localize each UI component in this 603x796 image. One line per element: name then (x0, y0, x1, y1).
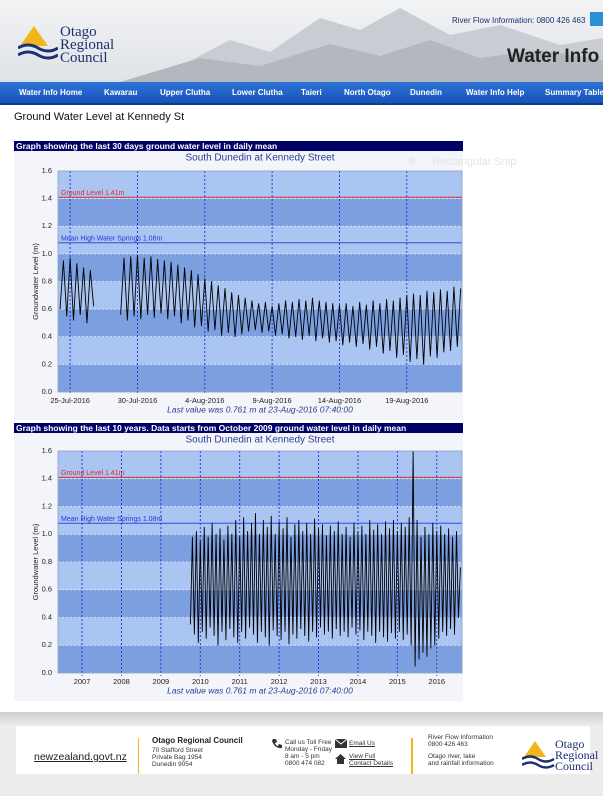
river-line: 0800 426 463 (428, 741, 468, 748)
nav-link[interactable]: Lower Clutha (232, 88, 283, 97)
home-icon (335, 754, 346, 764)
y-tick-label: 1.4 (42, 194, 52, 203)
y-tick-label: 1.0 (42, 249, 52, 258)
phone-line: 8 am - 5 pm (285, 753, 320, 760)
phone-line: Call us Toll Free (285, 739, 331, 746)
logo-text: Council (60, 52, 108, 65)
band (58, 645, 462, 673)
email-link[interactable]: Email Us (349, 740, 375, 747)
email-icon (335, 739, 347, 748)
footnote: Last value was 0.761 m at 23-Aug-2016 07… (167, 685, 353, 695)
address-line: Private Bag 1954 (152, 754, 202, 761)
page-title: Ground Water Level at Kennedy St (14, 111, 184, 123)
y-tick-label: 0.2 (42, 359, 52, 368)
reference-label: Ground Level 1.41m (61, 190, 125, 197)
y-tick-label: 1.2 (42, 221, 52, 230)
header: Otago Regional Council River Flow Inform… (0, 0, 603, 82)
nav-link[interactable]: Kawarau (104, 88, 137, 97)
overlay-text: Rectangular Snip (432, 156, 516, 168)
band (58, 590, 462, 618)
contact-link[interactable]: View Full (349, 753, 375, 760)
body: Otago Regional Council River Flow Inform… (0, 0, 603, 796)
nav-link[interactable]: Taieri (301, 88, 322, 97)
chart-heading: Graph showing the last 30 days ground wa… (16, 141, 277, 151)
band (58, 282, 462, 310)
band (58, 337, 462, 365)
band (58, 364, 462, 392)
x-tick-label: 2008 (113, 677, 130, 686)
nav-link[interactable]: Summary Table (545, 88, 603, 97)
reference-label: Ground Level 1.41m (61, 470, 125, 477)
nav-link[interactable]: North Otago (344, 88, 391, 97)
y-tick-label: 1.6 (42, 446, 52, 455)
nav-link[interactable]: Water Info Home (19, 88, 82, 97)
x-tick-label: 2015 (389, 677, 406, 686)
phone-icon (271, 738, 283, 750)
nav-link[interactable]: Dunedin (410, 88, 442, 97)
nav-link[interactable]: Water Info Help (466, 88, 524, 97)
phone-line: 0800 474 082 (285, 760, 325, 767)
overlay-icon (408, 157, 416, 165)
y-tick-label: 0.4 (42, 612, 52, 621)
footnote: Last value was 0.761 m at 23-Aug-2016 07… (167, 404, 353, 414)
y-axis-label: Groundwater Level (m) (31, 523, 40, 600)
nav-link[interactable]: Upper Clutha (160, 88, 210, 97)
footer-logo-icon (522, 739, 556, 769)
x-tick-label: 19-Aug-2016 (385, 396, 428, 405)
contact-link[interactable]: Contact Details (349, 760, 393, 767)
logo-icon (18, 24, 58, 60)
chart-title: South Dunedin at Kennedy Street (186, 153, 335, 164)
hotline: River Flow Information: 0800 426 463 (452, 16, 585, 25)
charts: Graph showing the last 30 days ground wa… (0, 130, 603, 710)
reference-label: Mean High Water Springs 1.08m (61, 236, 162, 243)
river-line: River Flow Information (428, 734, 493, 741)
chart-title: South Dunedin at Kennedy Street (186, 435, 335, 446)
divider (411, 738, 413, 774)
address-line: 70 Stafford Street (152, 747, 203, 754)
y-tick-label: 1.6 (42, 166, 52, 175)
gov-link[interactable]: newzealand.govt.nz (34, 751, 127, 763)
y-tick-label: 0.8 (42, 276, 52, 285)
phone-line: Monday - Friday (285, 746, 332, 753)
footer: newzealand.govt.nz Otago Regional Counci… (0, 712, 603, 796)
y-tick-label: 0.2 (42, 640, 52, 649)
x-tick-label: 30-Jul-2016 (118, 396, 158, 405)
y-tick-label: 0.6 (42, 304, 52, 313)
x-tick-label: 2016 (428, 677, 445, 686)
y-tick-label: 0.8 (42, 557, 52, 566)
divider (138, 738, 139, 774)
river-line: Otago river, lake (428, 753, 475, 760)
x-tick-label: 25-Jul-2016 (50, 396, 90, 405)
page: Water Info {"header": {"logo_lines": ["O… (0, 0, 603, 796)
river-line: and rainfall information (428, 760, 494, 767)
band (58, 479, 462, 507)
chart-heading: Graph showing the last 10 years. Data st… (16, 423, 406, 433)
y-tick-label: 0.0 (42, 668, 52, 677)
site-title: Water Info (507, 46, 599, 68)
y-tick-label: 1.0 (42, 529, 52, 538)
y-tick-label: 1.2 (42, 501, 52, 510)
x-tick-label: 2007 (74, 677, 91, 686)
y-tick-label: 0.6 (42, 585, 52, 594)
y-tick-label: 0.0 (42, 387, 52, 396)
band (58, 618, 462, 646)
y-tick-label: 0.4 (42, 332, 52, 341)
footer-logo-text: Council (555, 761, 593, 772)
y-tick-label: 1.4 (42, 474, 52, 483)
band (58, 254, 462, 282)
band (58, 199, 462, 227)
reference-label: Mean High Water Springs 1.08m (61, 516, 162, 523)
council-name: Otago Regional Council (152, 737, 243, 744)
address-line: Dunedin 9054 (152, 761, 192, 768)
y-axis-label: Groundwater Level (m) (31, 243, 40, 320)
nav-bar: Water Info Home Kawarau Upper Clutha Low… (0, 82, 603, 105)
